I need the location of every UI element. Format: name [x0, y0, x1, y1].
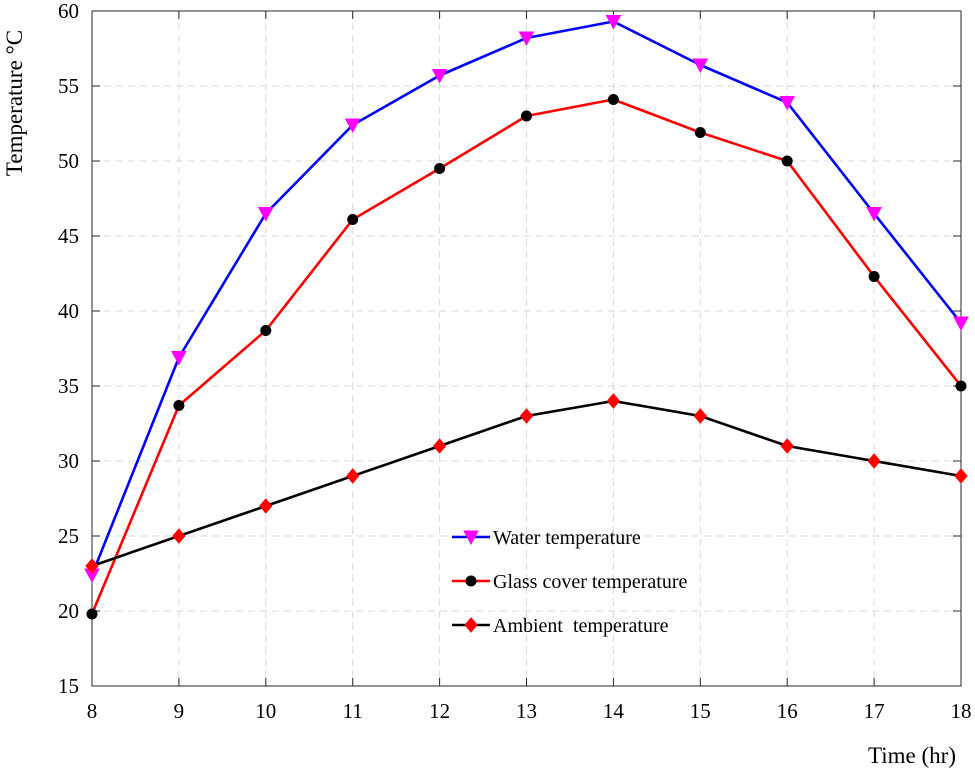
x-tick-label: 15	[690, 699, 711, 723]
x-tick-label: 18	[951, 699, 972, 723]
y-tick-label: 50	[58, 149, 79, 173]
data-point	[866, 207, 882, 222]
x-tick-label: 11	[343, 699, 363, 723]
y-tick-label: 30	[58, 449, 79, 473]
series-1	[84, 15, 969, 584]
y-tick-label: 55	[58, 74, 79, 98]
data-point	[344, 118, 361, 134]
data-point	[519, 408, 534, 424]
data-point	[780, 438, 794, 454]
data-point	[257, 207, 274, 222]
legend-label: Water temperature	[493, 527, 641, 549]
series-2	[86, 94, 967, 620]
data-point	[172, 528, 186, 544]
y-tick-label: 45	[58, 224, 79, 248]
x-tick-label: 14	[603, 699, 625, 723]
legend-label: Ambient temperature	[493, 615, 669, 637]
data-point	[434, 163, 446, 174]
data-point	[518, 31, 535, 47]
x-tick-label: 12	[429, 699, 450, 723]
data-point	[694, 127, 706, 138]
x-tick-label: 9	[174, 699, 185, 723]
data-point	[955, 380, 967, 392]
data-point	[607, 94, 619, 105]
y-tick-label: 15	[58, 674, 79, 698]
data-point	[606, 393, 621, 409]
data-point	[868, 271, 880, 282]
data-point	[867, 453, 881, 469]
data-point	[781, 155, 793, 167]
x-tick-label: 8	[87, 699, 98, 723]
data-point	[521, 110, 532, 122]
grid-lines	[92, 11, 961, 686]
x-axis-label: Time (hr)	[868, 743, 956, 768]
data-point	[85, 558, 99, 574]
data-point	[954, 468, 968, 484]
data-point	[953, 316, 969, 332]
y-axis-label: Temperature °C	[2, 30, 27, 176]
legend-marker	[463, 530, 479, 546]
series-3	[85, 393, 968, 574]
data-point	[779, 96, 796, 111]
x-tick-label: 13	[516, 699, 537, 723]
legend-marker	[465, 575, 477, 587]
y-tick-label: 60	[58, 0, 79, 23]
data-point	[171, 351, 187, 366]
y-tick-label: 35	[58, 374, 79, 398]
legend-label: Glass cover temperature	[493, 571, 687, 593]
x-tick-label: 10	[255, 699, 276, 723]
data-point	[259, 498, 273, 514]
data-point	[605, 15, 622, 30]
x-tick-label: 17	[864, 699, 885, 723]
data-point	[86, 608, 98, 620]
legend-marker	[464, 617, 478, 633]
y-tick-label: 20	[58, 599, 79, 623]
legend: Water temperature Glass cover temperature…	[452, 527, 687, 637]
x-tick-label: 16	[777, 699, 798, 723]
data-point	[173, 400, 185, 411]
data-point	[432, 438, 447, 454]
data-point	[692, 58, 709, 74]
y-tick-label: 25	[58, 524, 79, 548]
axis-ticks: 8 9 10 11 12 13 14 15 16 17 18 15 20 25 30 35 40 45 50 55 60	[58, 0, 972, 723]
data-series	[84, 15, 969, 620]
data-point	[431, 69, 448, 84]
data-point	[346, 468, 360, 484]
data-point	[260, 325, 272, 336]
data-point	[693, 408, 707, 424]
data-point	[347, 214, 359, 225]
y-tick-label: 40	[58, 299, 79, 323]
